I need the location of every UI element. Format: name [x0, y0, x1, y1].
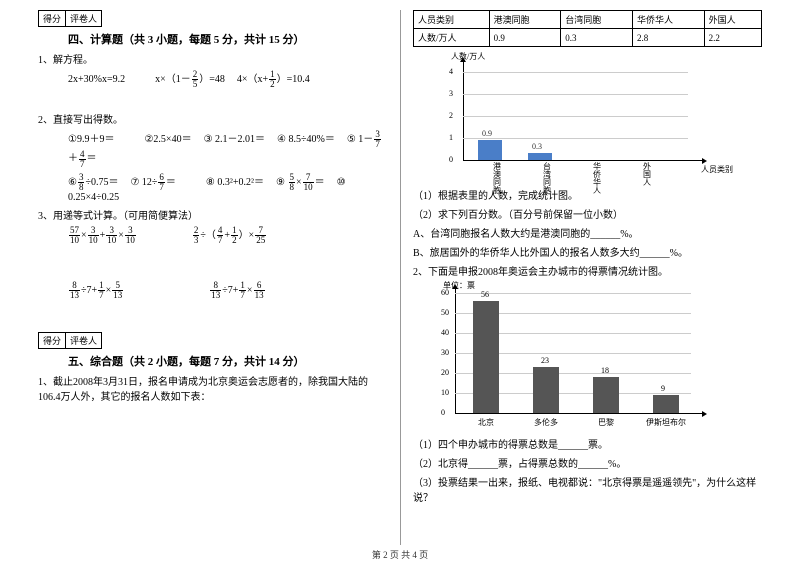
table-row: 人员类别 港澳同胞 台湾同胞 华侨华人 外国人 [414, 11, 762, 29]
table-cell: 人数/万人 [414, 29, 490, 47]
chart1-value: 0.3 [532, 142, 542, 151]
table-cell: 0.3 [561, 29, 633, 47]
chart1-cat: 外国人 [642, 163, 652, 187]
chart1-value: 0.9 [482, 129, 492, 138]
s5-sub2: （2）求下列百分数。（百分号前保留一位小数） [413, 206, 762, 221]
s5-sub2a: A、台湾同胞报名人数大约是港澳同胞的______%。 [413, 225, 762, 240]
q3-row1: 5710×310+310×310 23÷（47+12）×725 [68, 226, 388, 245]
score-box-4: 得分 评卷人 [38, 10, 102, 27]
chart2-cat: 北京 [473, 417, 499, 428]
chart2-tick: 0 [441, 408, 445, 417]
chart1-grid [463, 72, 688, 73]
score-label: 得分 [39, 11, 66, 26]
page-footer: 第 2 页 共 4 页 [0, 548, 800, 561]
s5-q1-text: 1、截止2008年3月31日，报名申请成为北京奥运会志愿者的，除我国大陆的106… [38, 373, 388, 403]
chart1-tick: 3 [449, 89, 453, 98]
chart1-grid [463, 116, 688, 117]
chart2-xaxis [455, 413, 703, 414]
chart1-tick: 4 [449, 67, 453, 76]
grader-label: 评卷人 [66, 333, 101, 348]
table-cell: 台湾同胞 [561, 11, 633, 29]
chart2-bar [653, 395, 679, 413]
q1-label: 1、解方程。 [38, 51, 388, 66]
chart1-ylabel: 人数/万人 [451, 51, 485, 62]
chart1-tick: 1 [449, 133, 453, 142]
chart2-value: 18 [601, 366, 609, 375]
table-cell: 港澳同胞 [489, 11, 561, 29]
chart1-tick: 0 [449, 155, 453, 164]
score-box-5: 得分 评卷人 [38, 332, 102, 349]
chart2-yaxis [455, 288, 456, 414]
table-cell: 2.8 [632, 29, 704, 47]
chart2-grid [455, 293, 691, 294]
table-row: 人数/万人 0.9 0.3 2.8 2.2 [414, 29, 762, 47]
chart1-tick: 2 [449, 111, 453, 120]
chart1-bar [528, 153, 552, 160]
s5-q2-text: 2、下面是申报2008年奥运会主办城市的得票情况统计图。 [413, 263, 762, 278]
q2-row1: ①9.9＋9＝②2.5×40＝③ 2.1－2.01＝④ 8.5÷40%＝⑤ 1－… [68, 130, 388, 168]
s5-sub2b: B、旅居国外的华侨华人比外国人的报名人数多大约______%。 [413, 244, 762, 259]
grader-label: 评卷人 [66, 11, 101, 26]
table-cell: 0.9 [489, 29, 561, 47]
chart1-grid [463, 138, 688, 139]
chart2-tick: 50 [441, 308, 449, 317]
chart2-value: 23 [541, 356, 549, 365]
chart2-cat: 伊斯坦布尔 [638, 417, 694, 428]
s5-q2-sub3: （3）投票结果一出来，报纸、电视都说："北京得票是遥遥领先"，为什么这样说？ [413, 474, 762, 504]
score-label: 得分 [39, 333, 66, 348]
chart1-cat: 台湾同胞 [542, 163, 552, 195]
left-column: 得分 评卷人 四、计算题（共 3 小题，每题 5 分，共计 15 分） 1、解方… [30, 10, 400, 545]
chart2-bar [473, 301, 499, 413]
arrow-right-icon [702, 411, 707, 417]
chart2-tick: 20 [441, 368, 449, 377]
s5-q2-sub1: （1）四个申办城市的得票总数是______票。 [413, 436, 762, 451]
table-cell: 2.2 [704, 29, 761, 47]
chart2-cat: 巴黎 [593, 417, 619, 428]
chart2-value: 9 [661, 384, 665, 393]
chart1-yaxis [463, 61, 464, 161]
chart1-cat: 港澳同胞 [492, 163, 502, 195]
chart-2: 单位：票 0 10 20 30 40 50 60 56 北京 23 多 [433, 282, 713, 432]
table-cell: 华侨华人 [632, 11, 704, 29]
q3-label: 3、用递等式计算。（可用简便算法） [38, 207, 388, 222]
chart-1: 人数/万人 人员类别 0 1 2 3 4 0.9 0.3 港澳同胞 台湾同胞 华… [433, 53, 713, 183]
chart1-cat: 华侨华人 [592, 163, 602, 195]
chart2-bar [593, 377, 619, 413]
s5-q2-sub2: （2）北京得______票，占得票总数的______%。 [413, 455, 762, 470]
chart2-tick: 10 [441, 388, 449, 397]
chart1-bar [478, 140, 502, 160]
chart1-xaxis [463, 160, 703, 161]
data-table: 人员类别 港澳同胞 台湾同胞 华侨华人 外国人 人数/万人 0.9 0.3 2.… [413, 10, 762, 47]
chart2-cat: 多伦多 [529, 417, 563, 428]
section5-title: 五、综合题（共 2 小题，每题 7 分，共计 14 分） [68, 356, 305, 368]
chart1-grid [463, 94, 688, 95]
q2-row2: ⑥38÷0.75＝⑦ 12÷67＝⑧ 0.3²+0.2²＝⑨ 58×710＝⑩ … [68, 173, 388, 203]
chart1-xlabel: 人员类别 [701, 164, 733, 175]
chart2-value: 56 [481, 290, 489, 299]
chart2-bar [533, 367, 559, 413]
section4-title: 四、计算题（共 3 小题，每题 5 分，共计 15 分） [68, 34, 305, 46]
chart2-tick: 40 [441, 328, 449, 337]
table-cell: 人员类别 [414, 11, 490, 29]
s5-sub1: （1）根据表里的人数，完成统计图。 [413, 187, 762, 202]
chart2-tick: 60 [441, 288, 449, 297]
table-cell: 外国人 [704, 11, 761, 29]
right-column: 人员类别 港澳同胞 台湾同胞 华侨华人 外国人 人数/万人 0.9 0.3 2.… [400, 10, 770, 545]
q3-row2: 813÷7+17×513 813÷7+17×613 [68, 281, 388, 300]
q1-expr: 2x+30%x=9.2x×（1－25）=484×（x+12）=10.4 [68, 70, 388, 89]
q2-label: 2、直接写出得数。 [38, 111, 388, 126]
chart2-tick: 30 [441, 348, 449, 357]
